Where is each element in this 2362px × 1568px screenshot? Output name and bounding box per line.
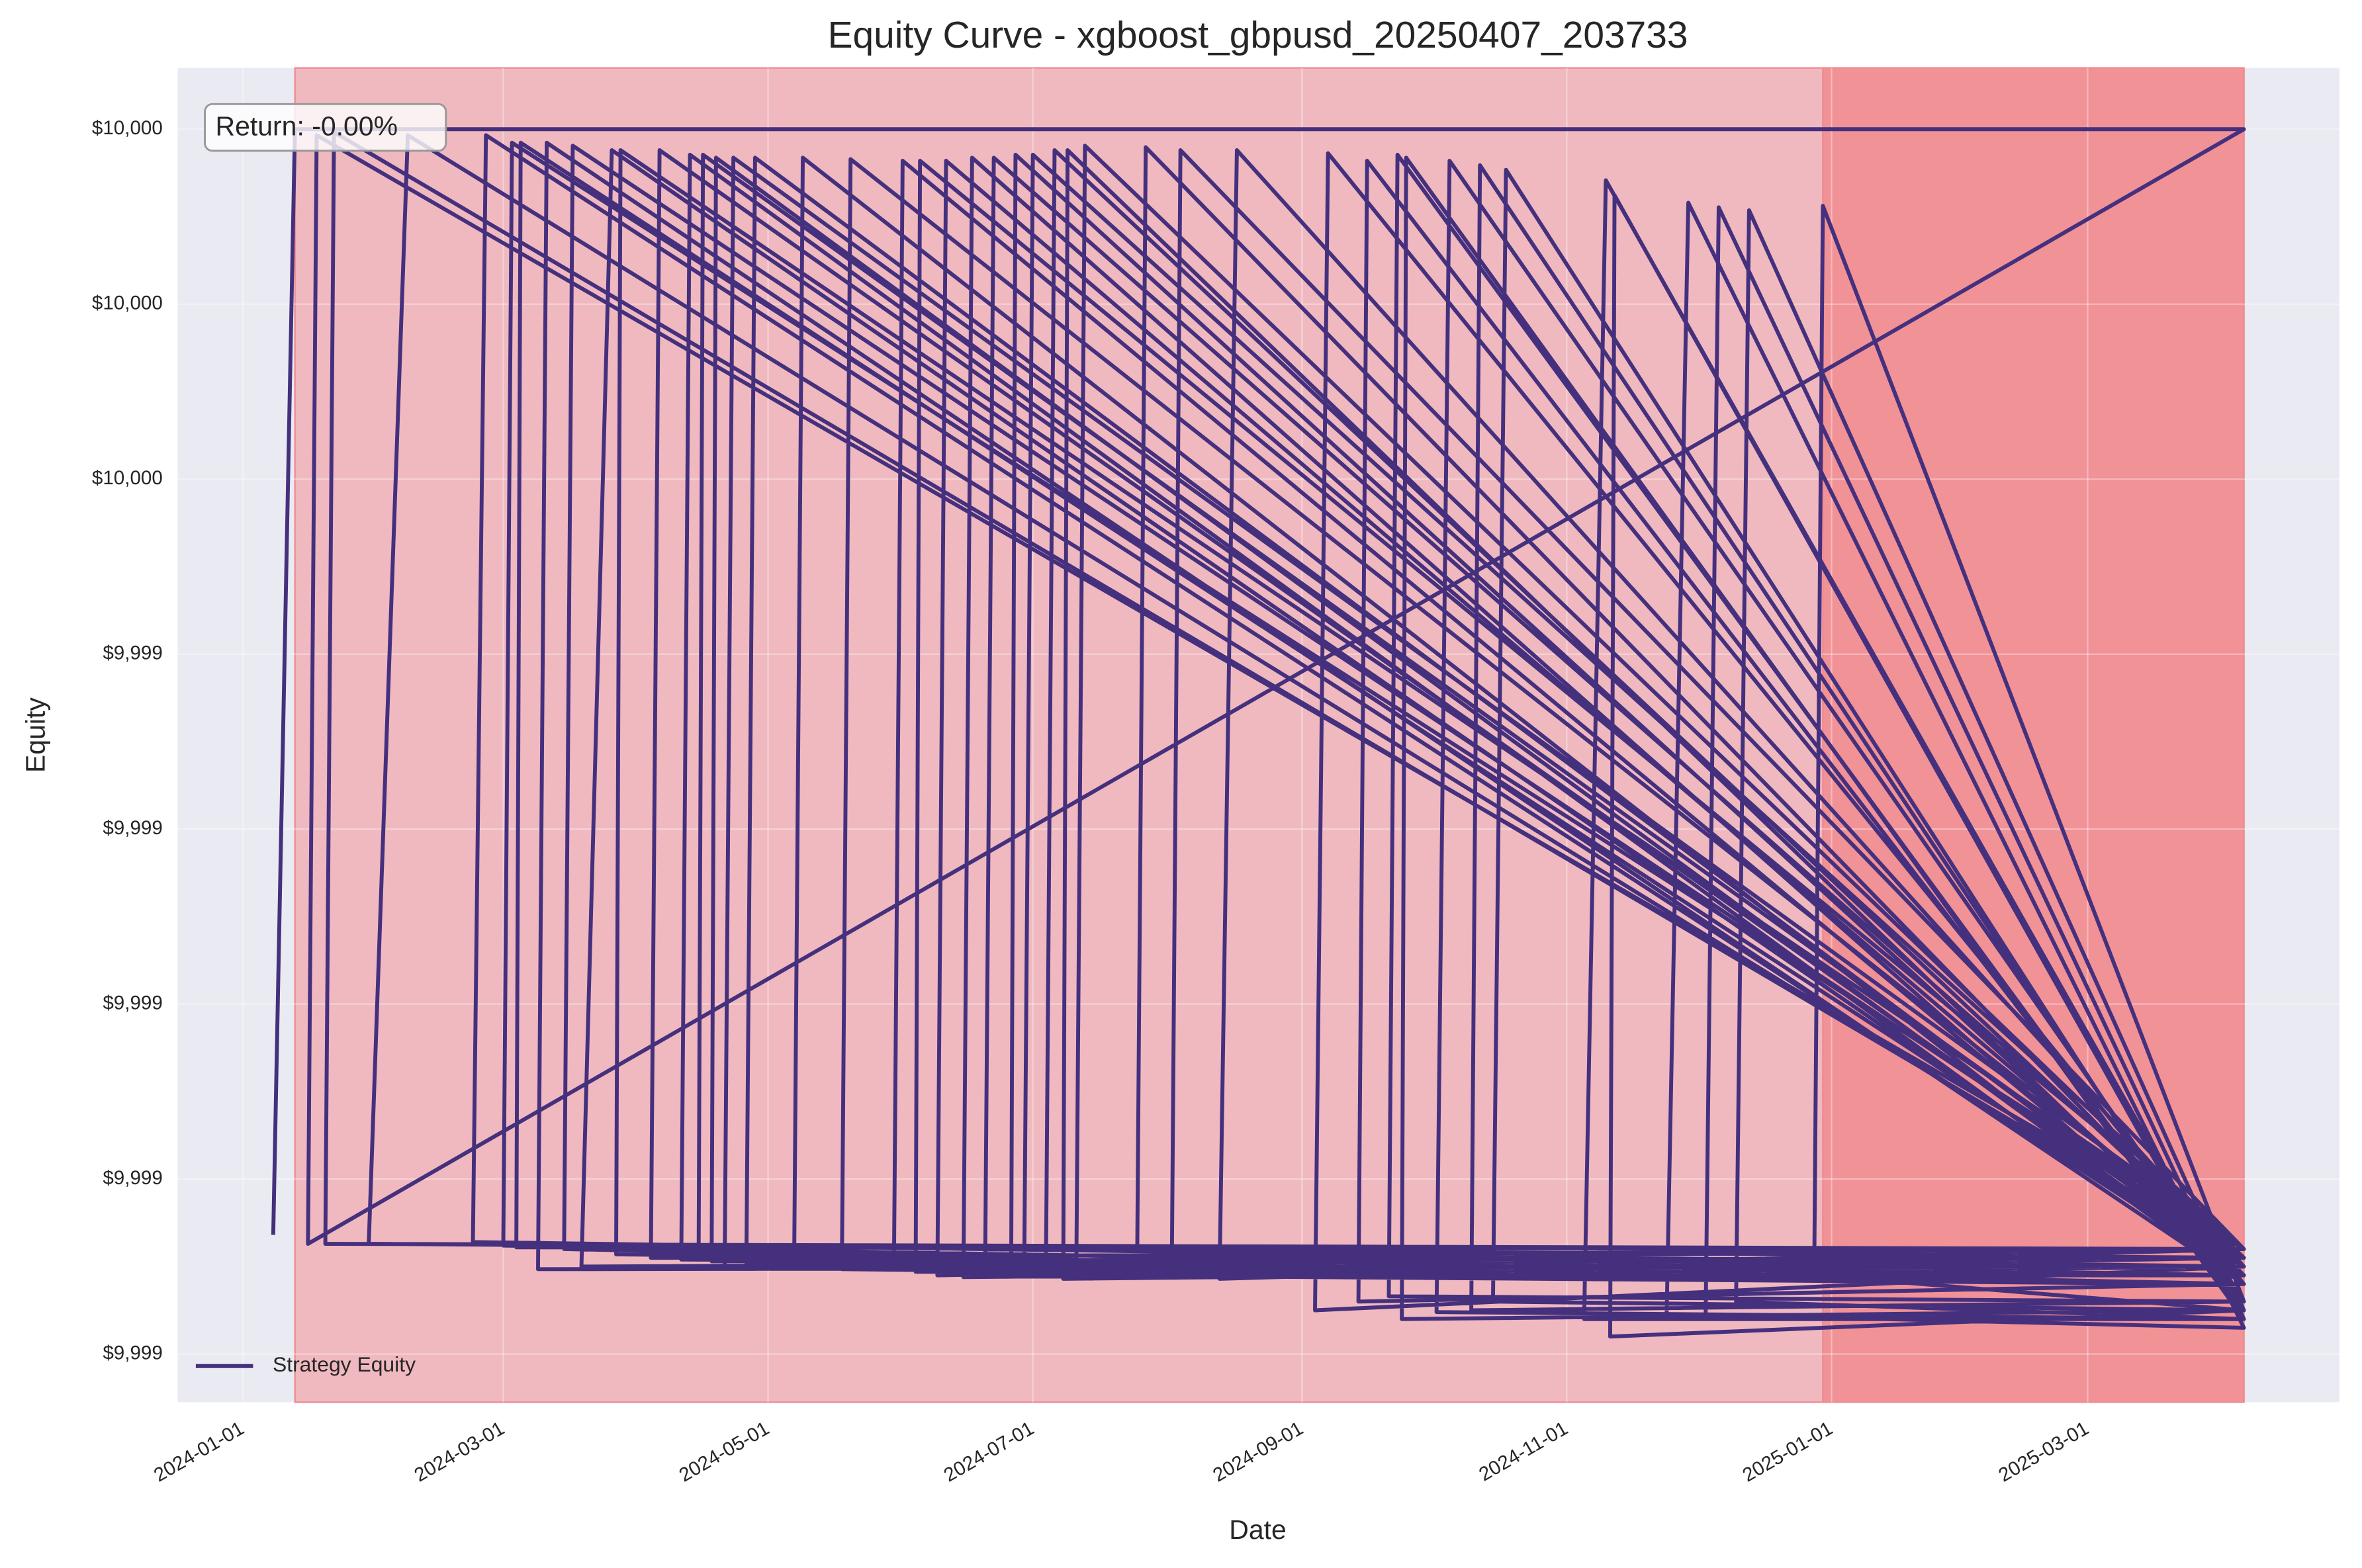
x-axis-label: Date	[1229, 1514, 1287, 1545]
x-tick-label: 2024-09-01	[1209, 1417, 1307, 1486]
y-tick-label: $9,999	[103, 992, 162, 1014]
x-tick-label: 2024-07-01	[940, 1417, 1038, 1486]
y-tick-label: $10,000	[92, 467, 163, 489]
x-tick-label: 2025-01-01	[1739, 1417, 1837, 1486]
x-tick-label: 2024-11-01	[1475, 1417, 1572, 1485]
y-tick-label: $10,000	[92, 117, 163, 139]
chart-title: Equity Curve - xgboost_gbpusd_20250407_2…	[828, 14, 1688, 56]
y-tick-label: $9,999	[103, 642, 162, 664]
y-tick-label: $9,999	[103, 817, 162, 839]
legend-label: Strategy Equity	[273, 1352, 416, 1376]
y-axis-label: Equity	[21, 697, 51, 773]
shaded-region	[1822, 67, 2245, 1403]
y-tick-label: $9,999	[103, 1167, 162, 1189]
equity-line	[271, 127, 2246, 1339]
x-tick-label: 2024-03-01	[410, 1417, 508, 1486]
x-tick-label: 2025-03-01	[1995, 1417, 2093, 1486]
annotation: Return: -0.00%	[215, 111, 398, 142]
x-tick-label: 2024-01-01	[150, 1417, 248, 1486]
y-tick-label: $10,000	[92, 292, 163, 314]
y-tick-label: $9,999	[103, 1342, 162, 1364]
annotation-box	[204, 103, 447, 152]
x-tick-label: 2024-05-01	[675, 1417, 773, 1486]
lines	[271, 127, 2246, 1339]
